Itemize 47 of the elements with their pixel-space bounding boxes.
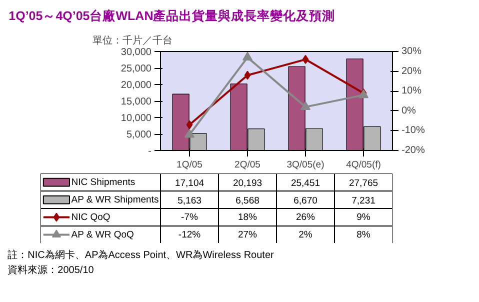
y2-tick-label: -10% bbox=[402, 125, 425, 136]
legend-label: AP & WR Shipments bbox=[71, 194, 159, 206]
data-label: 25,451 bbox=[290, 178, 320, 189]
y-tick-label: 30,000 bbox=[120, 47, 152, 58]
data-label: 26% bbox=[296, 212, 316, 223]
y2-tick-label: 0% bbox=[402, 105, 416, 116]
data-label: 6,670 bbox=[294, 195, 318, 206]
data-label: 18% bbox=[238, 212, 258, 223]
y-tick-label: - bbox=[148, 146, 152, 157]
data-label: 2% bbox=[298, 229, 313, 240]
data-label: 27% bbox=[238, 229, 258, 240]
y-tick-label: 15,000 bbox=[120, 96, 152, 108]
y2-tick-label: 30% bbox=[402, 46, 422, 57]
data-label: -7% bbox=[181, 212, 198, 223]
legend-label: NIC Shipments bbox=[71, 176, 136, 188]
y2-tick-label: 20% bbox=[402, 66, 422, 77]
y-tick-label: 10,000 bbox=[120, 113, 152, 124]
point bbox=[300, 101, 310, 110]
legend-label: AP & WR QoQ bbox=[71, 229, 134, 240]
legend-label: NIC QoQ bbox=[71, 212, 110, 223]
point bbox=[186, 120, 193, 130]
point bbox=[242, 52, 252, 61]
point bbox=[244, 70, 251, 80]
text: 註：NIC為網卡、AP為Access Point、WR為Wireless Router bbox=[8, 249, 275, 261]
x-tick-label: 1Q/05 bbox=[176, 160, 202, 170]
x-tick-label: 2Q/05 bbox=[234, 160, 260, 170]
data-label: 6,568 bbox=[236, 195, 260, 206]
y2-tick-label: -20% bbox=[402, 145, 425, 156]
data-label: 27,765 bbox=[348, 178, 378, 189]
data-label: 5,163 bbox=[178, 195, 202, 206]
source-note: 資料來源：2005/10 bbox=[8, 264, 94, 276]
x-tick-label: 3Q/05(e) bbox=[286, 160, 324, 170]
point bbox=[184, 128, 194, 138]
y-tick-label: 5,000 bbox=[126, 130, 152, 140]
chart-title: 1Q’05～4Q’05台廠WLAN產品出貨量與成長率變化及預測 bbox=[8, 8, 336, 23]
data-label: 20,193 bbox=[232, 178, 262, 189]
point bbox=[302, 54, 309, 64]
y-axis-title: 單位：千片／千台 bbox=[92, 34, 172, 46]
data-label: 17,104 bbox=[174, 178, 204, 189]
data-label: 8% bbox=[356, 229, 371, 240]
y-tick-label: 20,000 bbox=[120, 80, 152, 91]
data-label: 7,231 bbox=[352, 195, 376, 206]
data-label: 9% bbox=[356, 212, 371, 223]
data-label: -12% bbox=[178, 229, 202, 240]
y-tick-label: 25,000 bbox=[120, 64, 152, 74]
y2-tick-label: 10% bbox=[402, 86, 422, 97]
x-tick-label: 4Q/05(f) bbox=[346, 160, 381, 170]
